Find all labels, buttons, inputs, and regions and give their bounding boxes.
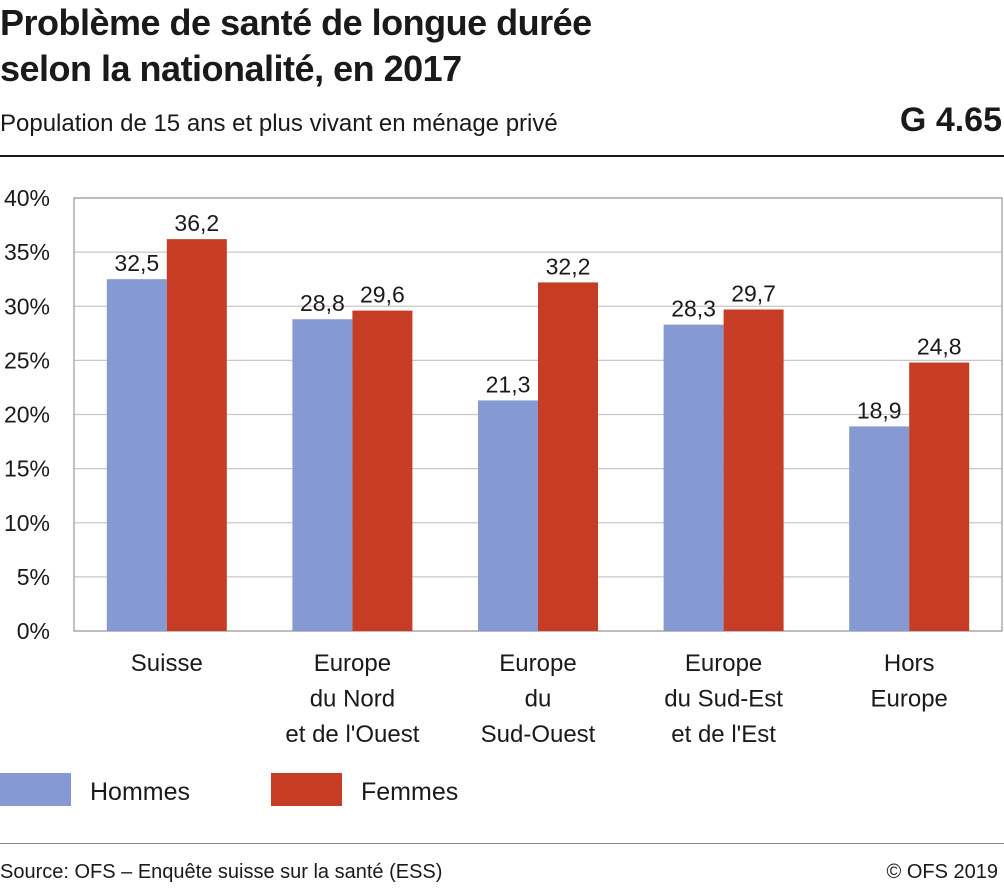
bar-hommes	[849, 426, 910, 631]
y-tick-label: 35%	[4, 239, 50, 265]
header-divider	[0, 155, 1004, 157]
bar-hommes	[478, 400, 538, 631]
bar-femmes	[352, 310, 413, 631]
data-label: 32,2	[546, 253, 591, 279]
x-category-label: Suisse	[131, 650, 203, 677]
title-line-1: Problème de santé de longue durée	[0, 2, 592, 43]
y-tick-label: 10%	[4, 510, 50, 536]
data-label: 36,2	[174, 210, 219, 236]
figure-id: G 4.65	[899, 101, 1002, 139]
chart-title: Problème de santé de longue durée selon …	[0, 0, 820, 92]
legend-label-hommes: Hommes	[90, 778, 191, 806]
data-label: 28,8	[300, 290, 345, 316]
legend-label-femmes: Femmes	[361, 778, 459, 806]
data-label: 29,7	[731, 280, 776, 306]
x-category-label: Europe	[871, 686, 948, 713]
data-label: 28,3	[671, 296, 716, 322]
legend-swatch-hommes	[0, 773, 71, 806]
data-label: 21,3	[486, 371, 531, 397]
y-tick-label: 25%	[4, 347, 50, 373]
y-tick-label: 30%	[4, 293, 50, 319]
y-tick-label: 40%	[4, 185, 50, 211]
bar-femmes	[909, 362, 970, 631]
bar-femmes	[723, 309, 784, 631]
x-category-label: Hors	[884, 650, 935, 677]
legend-swatch-femmes	[271, 773, 342, 806]
bar-femmes	[538, 282, 598, 631]
x-category-label: Sud-Ouest	[481, 721, 596, 748]
copyright-note: © OFS 2019	[886, 861, 998, 883]
data-label: 24,8	[917, 334, 962, 360]
y-tick-label: 15%	[4, 456, 50, 482]
data-label: 18,9	[857, 397, 902, 423]
x-category-label: Europe	[685, 650, 762, 677]
y-tick-label: 20%	[4, 402, 50, 428]
y-tick-label: 5%	[17, 564, 50, 590]
x-category-label: du Nord	[310, 686, 395, 713]
chart-subtitle: Population de 15 ans et plus vivant en m…	[0, 110, 558, 137]
bar-chart: 0% 5% 10% 15% 20% 25% 30% 35% 40% 32,5 36,2 Suisse 2…	[4, 185, 1003, 748]
bar-femmes	[166, 239, 227, 631]
bar-hommes	[106, 279, 167, 631]
bar-hommes	[292, 319, 353, 631]
footer-divider	[0, 843, 1004, 844]
x-category-label: et de l'Est	[671, 721, 776, 748]
x-category-label: et de l'Ouest	[285, 721, 419, 748]
x-category-label: du	[525, 686, 552, 713]
y-tick-label: 0%	[17, 618, 50, 644]
title-line-2: selon la nationalité, en 2017	[0, 48, 462, 89]
data-label: 32,5	[114, 250, 159, 276]
x-category-label: Europe	[314, 650, 391, 677]
x-category-label: Europe	[499, 650, 576, 677]
x-category-label: du Sud-Est	[664, 686, 783, 713]
data-label: 29,6	[360, 282, 405, 308]
bar-hommes	[663, 324, 724, 631]
source-note: Source: OFS – Enquête suisse sur la sant…	[0, 861, 443, 883]
